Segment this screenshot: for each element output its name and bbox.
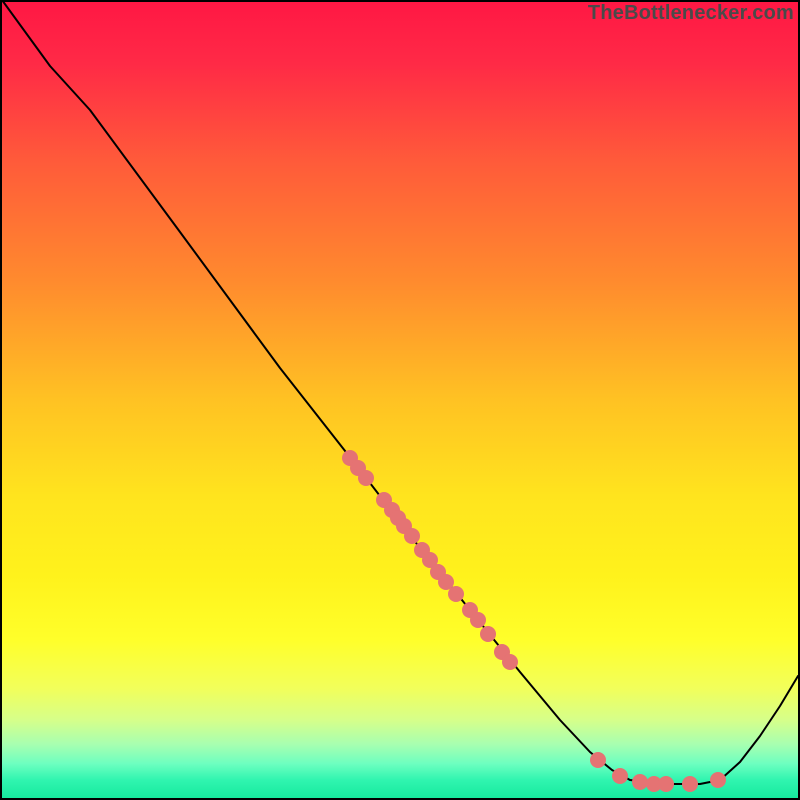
data-marker <box>658 776 674 792</box>
data-marker <box>710 772 726 788</box>
data-marker <box>404 528 420 544</box>
data-marker <box>358 470 374 486</box>
data-marker <box>682 776 698 792</box>
data-marker <box>470 612 486 628</box>
data-marker <box>448 586 464 602</box>
chart-svg <box>0 0 800 800</box>
attribution-text: TheBottlenecker.com <box>588 2 794 25</box>
data-marker <box>632 774 648 790</box>
bottleneck-chart: TheBottlenecker.com <box>0 0 800 800</box>
gradient-background <box>0 0 800 800</box>
data-marker <box>480 626 496 642</box>
data-marker <box>590 752 606 768</box>
data-marker <box>612 768 628 784</box>
data-marker <box>502 654 518 670</box>
